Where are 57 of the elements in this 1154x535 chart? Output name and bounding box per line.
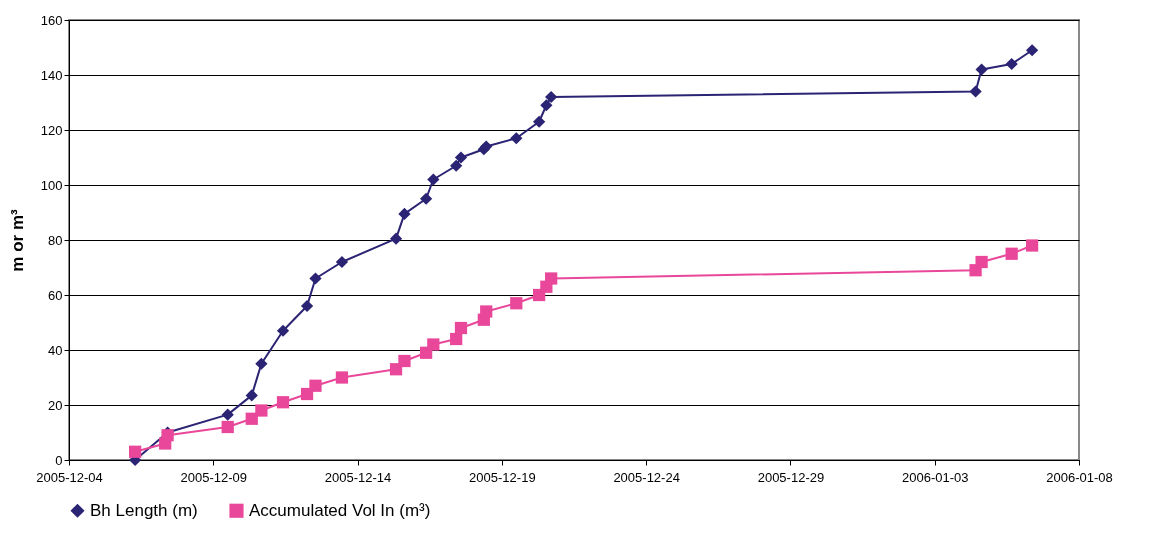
- point: [276, 324, 290, 337]
- point: [255, 404, 268, 417]
- legend-label: Accumulated Vol In (m³): [249, 500, 431, 520]
- point: [335, 371, 349, 384]
- point: [398, 207, 411, 220]
- point: [389, 232, 403, 245]
- point: [221, 408, 234, 421]
- point: [309, 272, 322, 285]
- point: [300, 299, 314, 313]
- point: [454, 151, 468, 164]
- point: [480, 305, 493, 318]
- point: [1005, 247, 1018, 260]
- point: [510, 297, 523, 310]
- x-tick-label: 2005-12-14: [324, 469, 392, 485]
- point: [1025, 239, 1039, 252]
- point: [129, 445, 142, 458]
- y-tick-label: 120: [40, 122, 63, 138]
- point: [1025, 44, 1039, 57]
- x-tick-label: 2005-12-29: [757, 469, 825, 485]
- x-tick-label: 2005-12-19: [469, 469, 536, 485]
- y-tick-label: 140: [40, 67, 63, 83]
- point: [309, 379, 322, 392]
- point: [545, 90, 558, 104]
- point: [335, 255, 349, 269]
- point: [255, 357, 268, 370]
- point: [510, 132, 523, 145]
- point: [533, 115, 546, 128]
- y-tick-label: 80: [48, 232, 63, 248]
- point: [419, 192, 433, 205]
- y-tick-label: 100: [40, 177, 63, 193]
- y-tick-label: 0: [55, 452, 63, 468]
- point: [427, 338, 440, 351]
- point: [540, 99, 553, 112]
- point: [545, 272, 558, 285]
- x-tick-label: 2005-12-24: [613, 469, 680, 485]
- legend-label: Bh Length (m): [90, 500, 198, 520]
- point: [975, 255, 988, 269]
- x-tick-label: 2006-01-03: [901, 469, 969, 485]
- y-tick-label: 40: [48, 342, 63, 358]
- point: [450, 332, 463, 346]
- point: [969, 85, 982, 98]
- y-tick-label: 160: [40, 12, 63, 28]
- point: [221, 420, 234, 434]
- x-tick-label: 2006-01-08: [1046, 469, 1113, 485]
- point: [276, 396, 290, 409]
- point: [1005, 57, 1018, 71]
- y-tick-label: 60: [48, 287, 63, 303]
- x-tick-label: 2005-12-09: [180, 469, 248, 485]
- point: [245, 389, 258, 402]
- point: [454, 321, 468, 335]
- point: [398, 354, 411, 368]
- point: [450, 159, 463, 172]
- point: [427, 173, 440, 186]
- y-tick-label: 20: [48, 397, 63, 413]
- y-axis-title: m or m³: [7, 208, 27, 272]
- point: [975, 63, 988, 76]
- x-tick-label: 2005-12-04: [36, 469, 103, 485]
